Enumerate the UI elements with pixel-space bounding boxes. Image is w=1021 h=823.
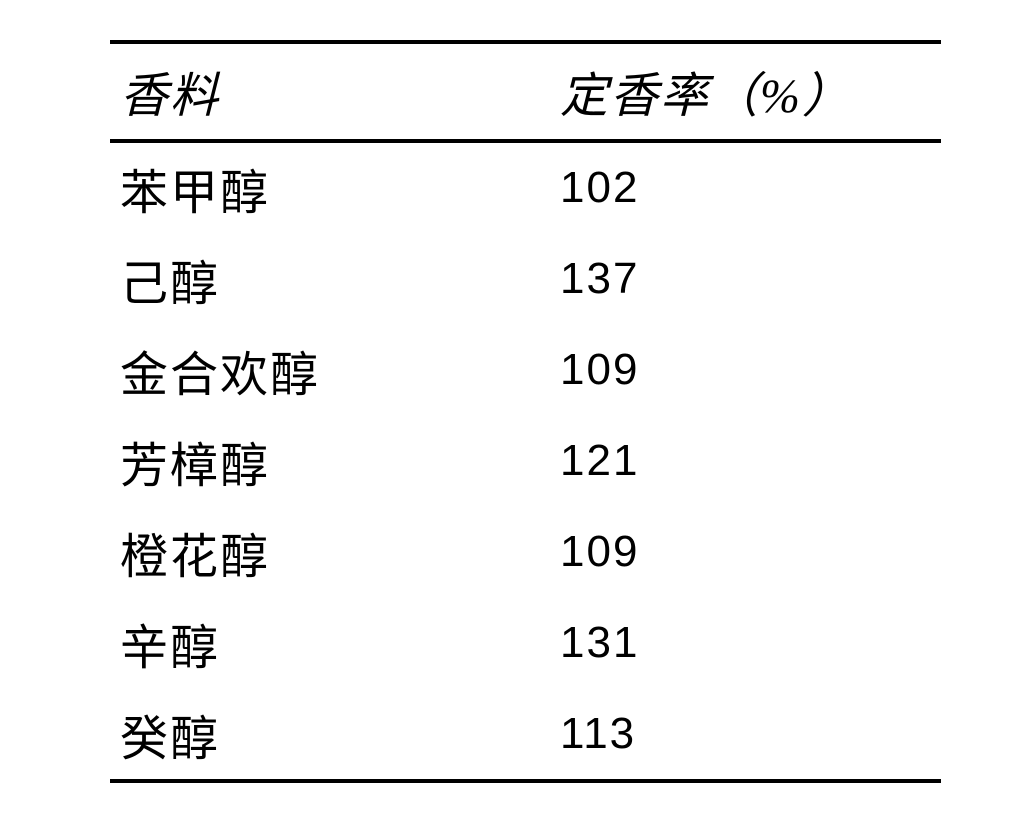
table-row: 金合欢醇 109: [110, 325, 941, 416]
table-row: 辛醇 131: [110, 597, 941, 688]
table-row: 橙花醇 109: [110, 506, 941, 597]
col-header-fixation-rate: 定香率（%）: [550, 56, 941, 126]
cell-fragrance: 金合欢醇: [110, 335, 550, 405]
cell-fragrance: 辛醇: [110, 608, 550, 678]
cell-fragrance: 苯甲醇: [110, 153, 550, 223]
cell-fragrance: 芳樟醇: [110, 426, 550, 496]
col-header-fragrance: 香料: [110, 56, 550, 126]
table-header-row: 香料 定香率（%）: [110, 40, 941, 143]
fragrance-fixation-table: 香料 定香率（%） 苯甲醇 102 己醇 137 金合欢醇 109 芳樟醇 12…: [0, 0, 1021, 823]
cell-fixation-rate: 109: [550, 345, 941, 395]
cell-fixation-rate: 137: [550, 254, 941, 304]
cell-fragrance: 己醇: [110, 244, 550, 314]
cell-fixation-rate: 109: [550, 527, 941, 577]
table-row: 己醇 137: [110, 234, 941, 325]
cell-fixation-rate: 113: [550, 709, 941, 759]
cell-fragrance: 橙花醇: [110, 517, 550, 587]
cell-fixation-rate: 121: [550, 436, 941, 486]
cell-fixation-rate: 131: [550, 618, 941, 668]
cell-fragrance: 癸醇: [110, 699, 550, 769]
cell-fixation-rate: 102: [550, 163, 941, 213]
table-row: 癸醇 113: [110, 688, 941, 783]
table-row: 苯甲醇 102: [110, 143, 941, 234]
table-row: 芳樟醇 121: [110, 415, 941, 506]
